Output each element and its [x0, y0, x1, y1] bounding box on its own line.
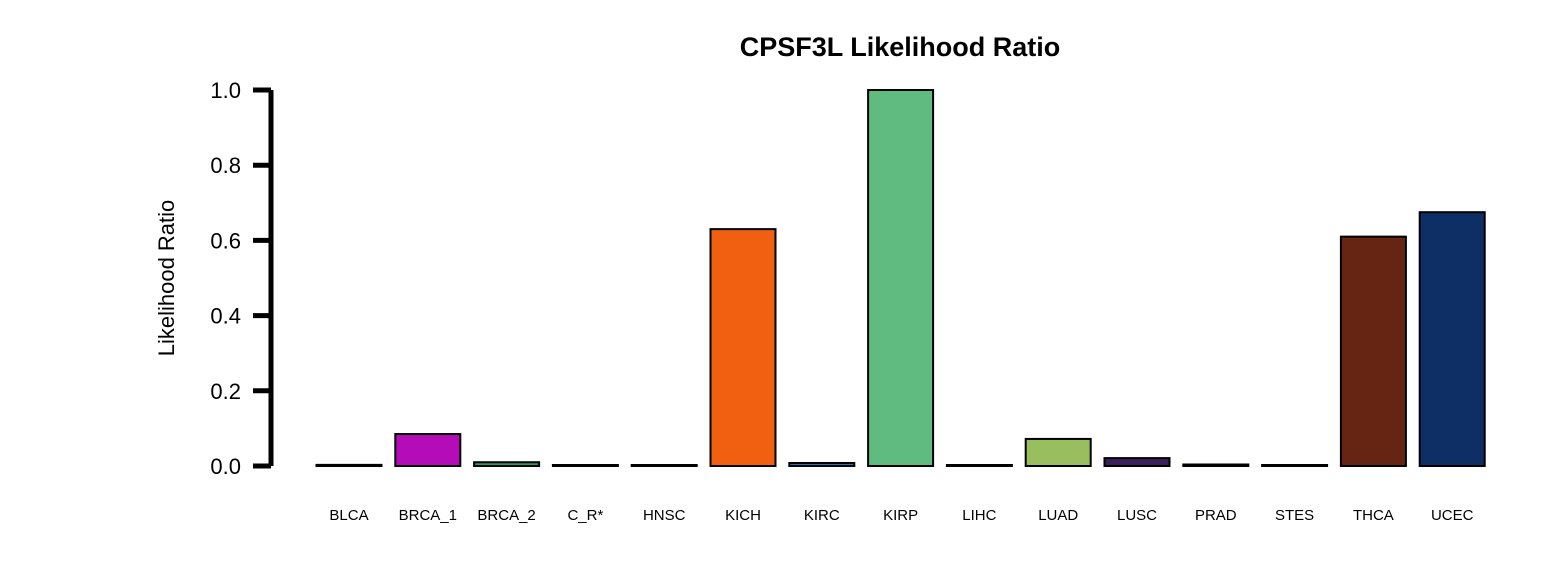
y-tick-label: 0.8: [210, 153, 241, 178]
x-tick-label: HNSC: [643, 507, 686, 524]
x-tick-label: LIHC: [962, 507, 996, 524]
x-tick-label: KICH: [725, 507, 761, 524]
x-tick-label: C_R*: [567, 507, 603, 524]
y-tick-label: 0.0: [210, 454, 241, 479]
x-tick-label: BLCA: [329, 507, 368, 524]
x-tick-label: LUAD: [1038, 507, 1078, 524]
x-tick-label: PRAD: [1195, 507, 1237, 524]
bar-prad: [1182, 463, 1250, 468]
bar-brca-2: [473, 461, 541, 467]
bar-kirp: [867, 89, 935, 467]
bars-group: [315, 89, 1486, 468]
bar-kich: [709, 228, 777, 467]
bar-kirc: [788, 461, 856, 468]
y-axis: 0.0 0.2 0.4 0.6 0.8 1.0: [210, 78, 274, 479]
y-tick-label: 0.4: [210, 304, 241, 329]
bar-luad: [1024, 437, 1092, 468]
bar-blca: [315, 463, 383, 468]
x-tick-label: UCEC: [1431, 507, 1474, 524]
bar-lusc: [1103, 457, 1171, 468]
bar-lihc: [945, 464, 1013, 467]
bar-hnsc: [630, 464, 698, 467]
x-tick-label: THCA: [1353, 507, 1394, 524]
y-axis-label: Likelihood Ratio: [154, 200, 179, 357]
bar-ucec: [1418, 211, 1486, 467]
bar-brca-1: [394, 433, 462, 468]
bar-stes: [1261, 464, 1329, 467]
x-tick-label: STES: [1275, 507, 1314, 524]
x-tick-labels: BLCA BRCA_1 BRCA_2 C_R* HNSC KICH KIRC KIRP LIHC…: [329, 507, 1473, 524]
y-tick-label: 0.6: [210, 228, 241, 253]
y-tick-label: 0.2: [210, 379, 241, 404]
x-tick-label: BRCA_1: [399, 507, 457, 524]
x-tick-label: LUSC: [1117, 507, 1157, 524]
chart-title: CPSF3L Likelihood Ratio: [740, 32, 1061, 62]
x-tick-label: KIRC: [804, 507, 840, 524]
x-tick-label: KIRP: [883, 507, 918, 524]
x-tick-label: BRCA_2: [477, 507, 535, 524]
bar-c-r-: [551, 464, 619, 467]
bar-thca: [1339, 235, 1407, 467]
y-tick-label: 1.0: [210, 78, 241, 103]
